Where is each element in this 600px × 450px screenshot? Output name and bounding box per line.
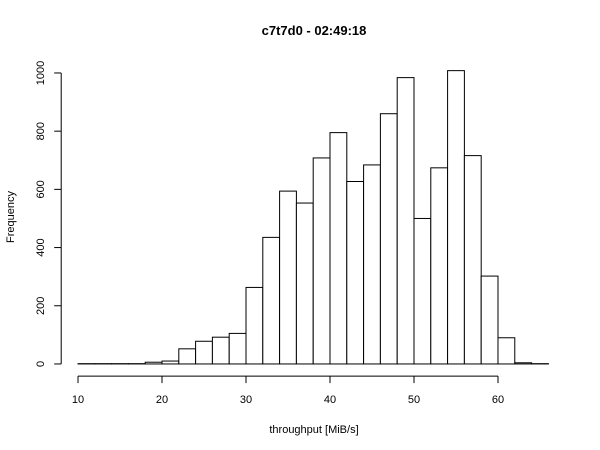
bar xyxy=(312,157,331,365)
bar xyxy=(396,77,415,365)
bar xyxy=(178,348,197,365)
x-tick-label: 30 xyxy=(240,394,252,406)
bar xyxy=(447,70,465,365)
y-tick-label: 400 xyxy=(35,238,47,256)
bar xyxy=(346,181,365,365)
y-tick-label: 800 xyxy=(35,122,47,140)
bar xyxy=(262,236,281,365)
bar xyxy=(514,362,533,365)
bar xyxy=(295,202,314,365)
bar xyxy=(413,217,432,365)
bar xyxy=(279,190,297,365)
bar xyxy=(430,167,449,365)
bar xyxy=(161,360,180,365)
bar xyxy=(379,113,398,365)
bar xyxy=(211,336,230,365)
bar xyxy=(480,275,499,365)
y-tick-label: 200 xyxy=(35,297,47,315)
bar xyxy=(195,340,213,365)
bar xyxy=(228,332,247,365)
bar xyxy=(329,132,348,365)
x-tick-label: 60 xyxy=(492,394,504,406)
x-tick-label: 40 xyxy=(324,394,336,406)
x-axis-label: throughput [MiB/s] xyxy=(269,424,358,436)
bar xyxy=(497,337,516,365)
x-tick-label: 10 xyxy=(72,394,84,406)
y-tick-label: 1000 xyxy=(35,61,47,85)
y-axis-label: Frequency xyxy=(5,191,17,243)
chart-title: c7t7d0 - 02:49:18 xyxy=(262,23,367,38)
x-tick-label: 20 xyxy=(156,394,168,406)
y-tick-label: 0 xyxy=(35,361,47,367)
y-tick-label: 600 xyxy=(35,180,47,198)
bar xyxy=(363,164,381,365)
bar xyxy=(245,286,264,365)
bar xyxy=(463,155,482,365)
bar xyxy=(144,361,163,365)
x-tick-label: 50 xyxy=(408,394,420,406)
